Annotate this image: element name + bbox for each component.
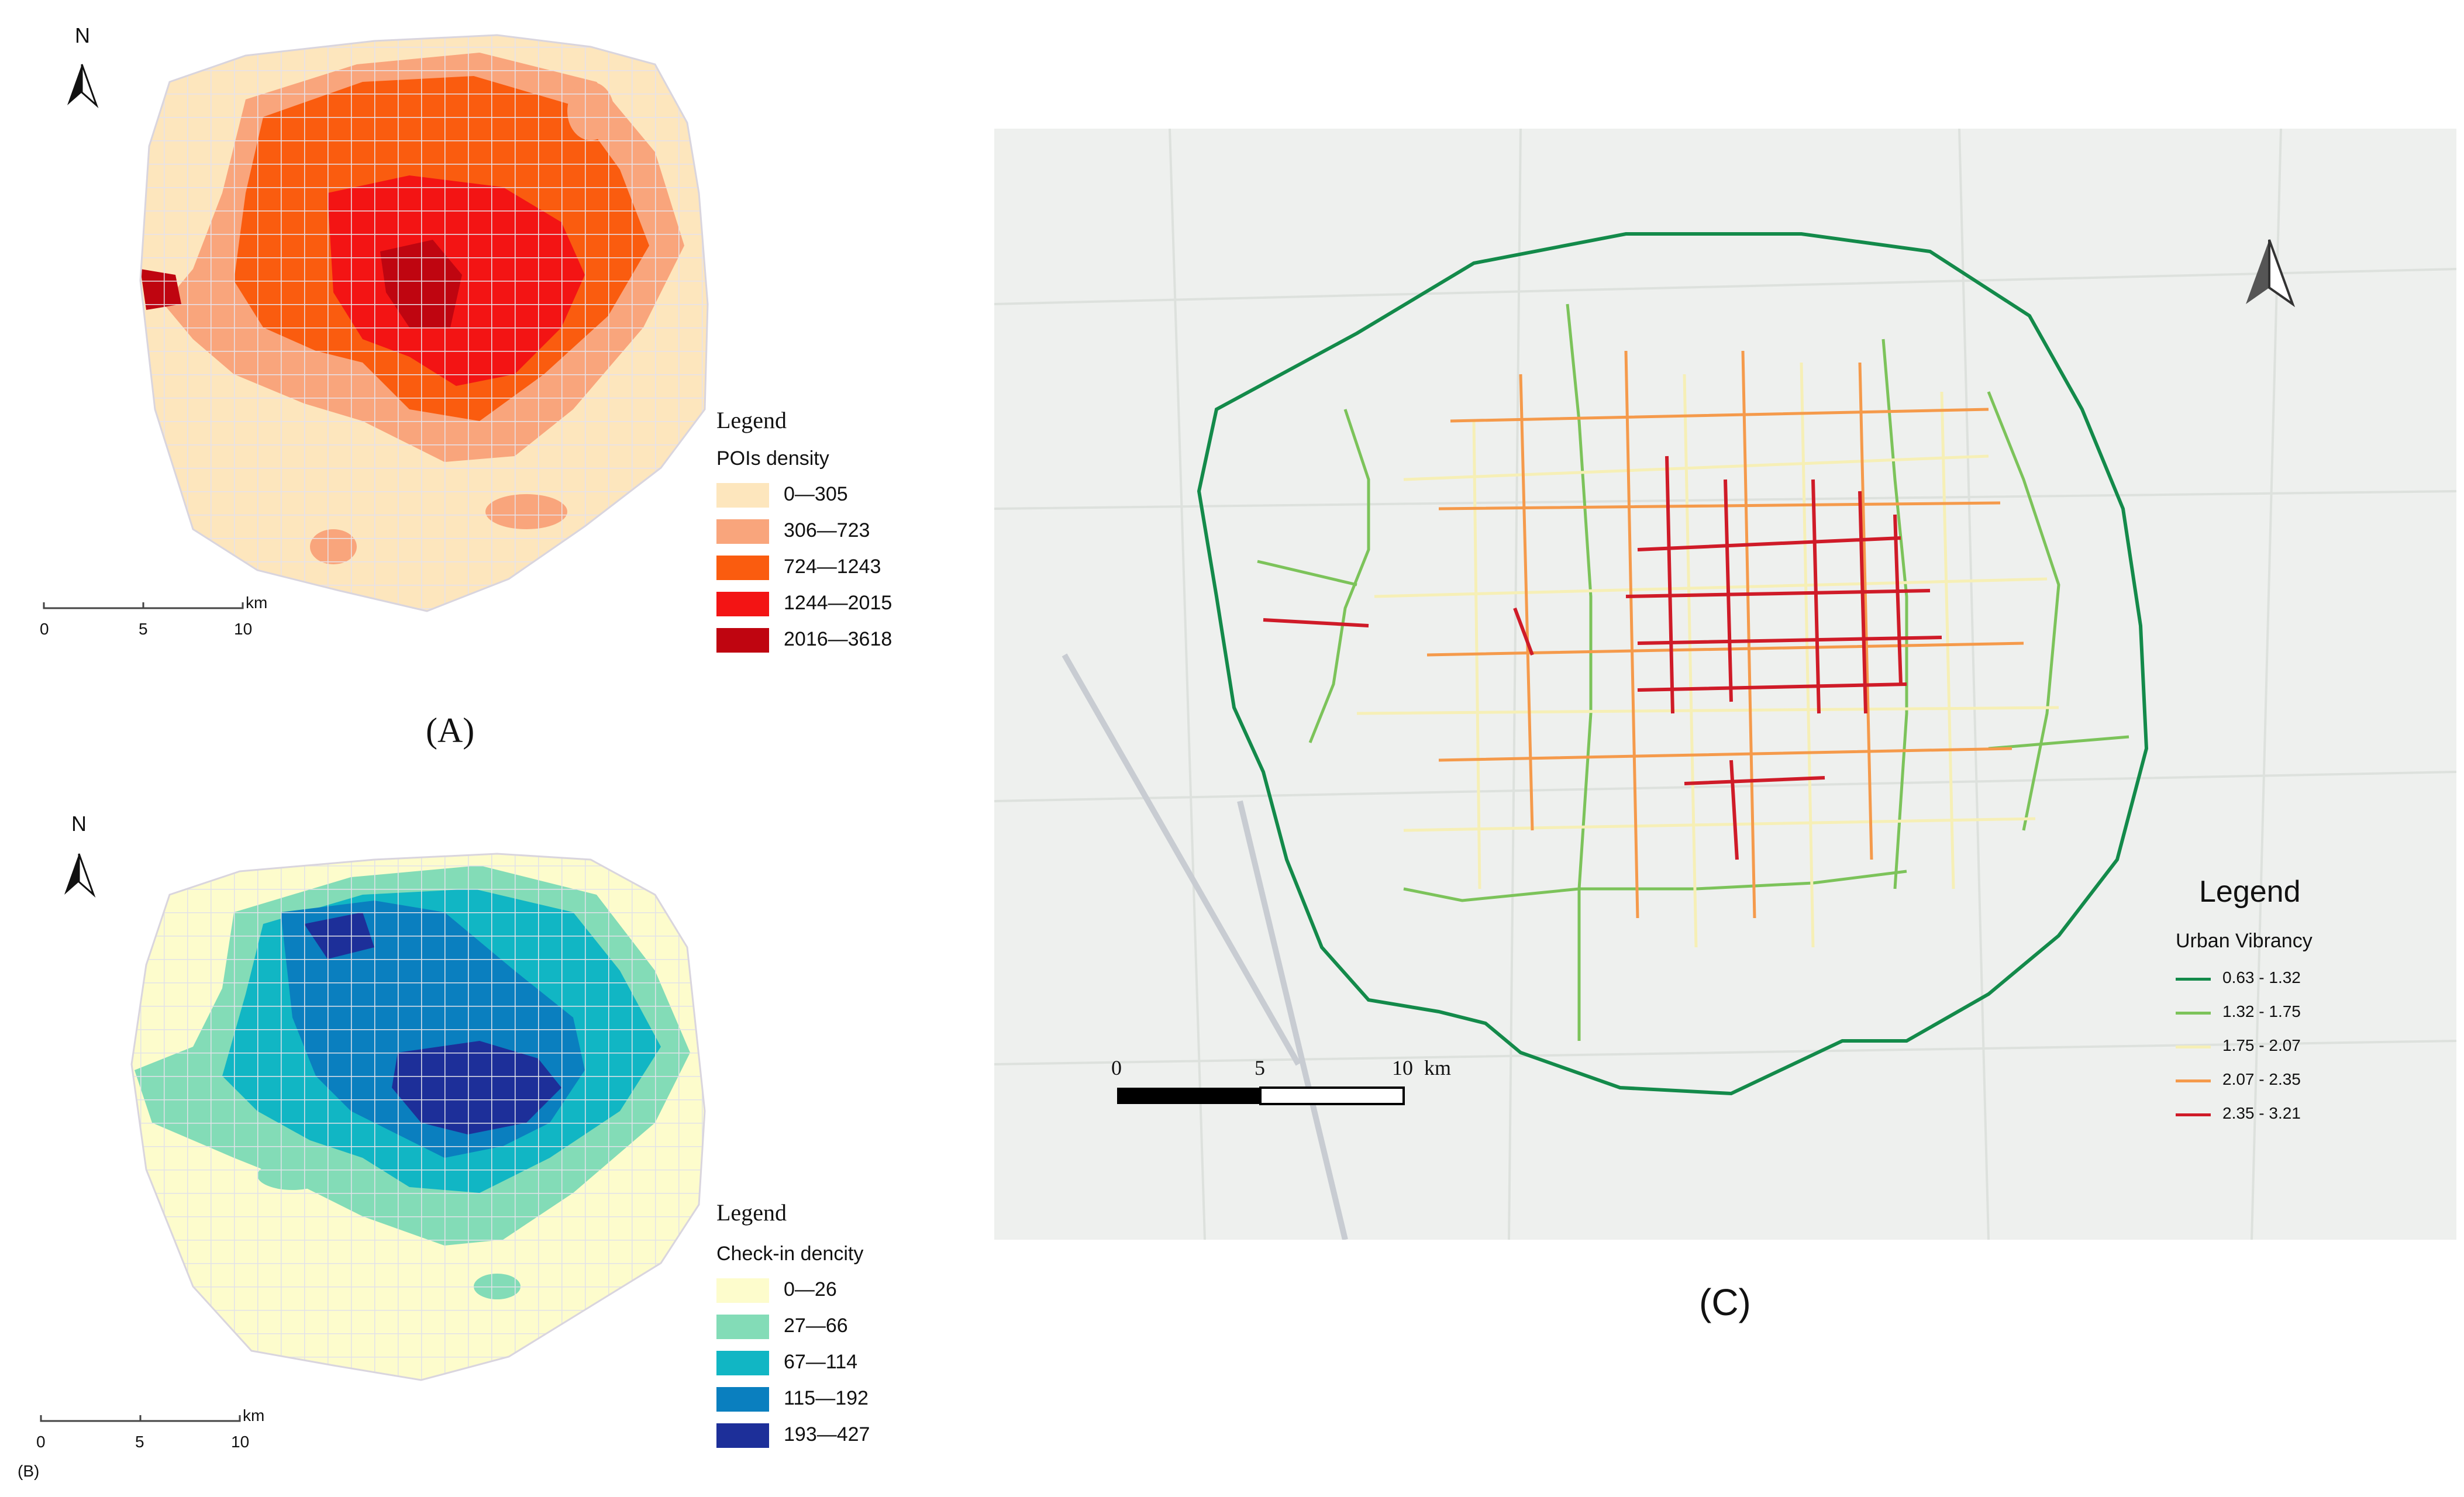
legend-item: 2016—3618: [716, 625, 950, 654]
scale-unit: km: [243, 1406, 265, 1424]
legend-swatch: [716, 483, 769, 508]
map-a: [43, 34, 709, 612]
map-c: [994, 129, 2456, 1240]
legend-item: 115—192: [716, 1384, 950, 1413]
legend-subtitle: Check-in dencity: [716, 1243, 864, 1265]
north-label: N: [75, 23, 90, 47]
legend-swatch: [716, 1351, 769, 1375]
legend-swatch: [716, 1278, 769, 1303]
scale-tick-5: 5: [139, 620, 148, 638]
legend-swatch: [716, 519, 769, 544]
legend-swatch: [716, 1387, 769, 1412]
legend-label: 1.75 - 2.07: [2222, 1036, 2301, 1054]
map-b: [40, 853, 706, 1422]
scale-bar-c: [1117, 1086, 1405, 1105]
north-arrow-icon: [2246, 239, 2296, 308]
legend-label: 306—723: [784, 519, 870, 541]
panel-label-c: (C): [1699, 1281, 1751, 1323]
legend-swatch: [2176, 978, 2211, 981]
legend-label: 724—1243: [784, 556, 881, 578]
legend-item: 1.32 - 1.75: [2176, 999, 2445, 1028]
panel-a: N km 0 5 10 Legend POIs density 0—305 30…: [0, 0, 947, 772]
scale-tick-0: 0: [40, 620, 49, 638]
panel-label-a: (A): [426, 711, 475, 750]
legend-swatch: [716, 592, 769, 616]
legend-label: 27—66: [784, 1315, 848, 1337]
scale-tick-10: 10: [231, 1433, 250, 1451]
legend-swatch: [716, 556, 769, 580]
legend-swatch: [2176, 1079, 2211, 1082]
legend-label: 2.07 - 2.35: [2222, 1070, 2301, 1088]
legend-item: 27—66: [716, 1311, 950, 1340]
legend-label: 1244—2015: [784, 592, 892, 614]
legend-item: 193—427: [716, 1420, 950, 1449]
legend-label: 2.35 - 3.21: [2222, 1104, 2301, 1122]
scale-unit: km: [246, 594, 268, 612]
legend-title: Legend: [2199, 875, 2301, 909]
scale-tick-0: 0: [36, 1433, 46, 1451]
legend-title: Legend: [716, 1199, 787, 1226]
legend-swatch: [2176, 1046, 2211, 1048]
north-arrow-icon: [67, 64, 99, 108]
scale-tick-0: 0: [1111, 1056, 1122, 1079]
legend-label: 0—26: [784, 1278, 837, 1301]
legend-label: 115—192: [784, 1387, 869, 1409]
scale-bar-a: [43, 602, 244, 609]
scale-tick-5: 5: [1255, 1056, 1265, 1079]
legend-item: 67—114: [716, 1347, 950, 1377]
legend-item: 1.75 - 2.07: [2176, 1033, 2445, 1062]
legend-swatch: [2176, 1113, 2211, 1116]
scale-tick-10: 10: [1392, 1056, 1413, 1079]
legend-item: 1244—2015: [716, 588, 950, 618]
legend-title: Legend: [716, 407, 787, 433]
outer-ring-road: [1197, 232, 2149, 1096]
legend-label: 1.32 - 1.75: [2222, 1002, 2301, 1020]
legend-item: 0.63 - 1.32: [2176, 965, 2445, 994]
scale-tick-5: 5: [135, 1433, 144, 1451]
legend-item: 0—305: [716, 480, 950, 509]
panel-c: 0 5 10 km Legend Urban Vibrancy 0.63 - 1…: [994, 129, 2456, 1240]
legend-label: 0—305: [784, 483, 848, 505]
legend-item: 2.35 - 3.21: [2176, 1101, 2445, 1130]
scale-bar-b: [40, 1415, 241, 1422]
north-label: N: [71, 812, 87, 836]
legend-item: 2.07 - 2.35: [2176, 1067, 2445, 1096]
north-arrow-icon: [64, 853, 96, 898]
legend-subtitle: Urban Vibrancy: [2176, 930, 2313, 952]
legend-item: 724—1243: [716, 552, 950, 581]
legend-label: 67—114: [784, 1351, 858, 1373]
legend-label: 193—427: [784, 1423, 870, 1446]
legend-label: 0.63 - 1.32: [2222, 968, 2301, 986]
panel-b: N km 0 5 10 (B) Legend Check-in dencity …: [0, 795, 947, 1497]
legend-item: 0—26: [716, 1275, 950, 1304]
panel-label-b: (B): [18, 1462, 40, 1480]
scale-unit: km: [1424, 1056, 1452, 1079]
legend-label: 2016—3618: [784, 628, 892, 650]
legend-subtitle: POIs density: [716, 447, 829, 470]
legend-swatch: [716, 628, 769, 653]
scale-tick-10: 10: [234, 620, 253, 638]
legend-item: 306—723: [716, 516, 950, 545]
legend-swatch: [2176, 1012, 2211, 1015]
legend-swatch: [716, 1315, 769, 1339]
legend-swatch: [716, 1423, 769, 1448]
